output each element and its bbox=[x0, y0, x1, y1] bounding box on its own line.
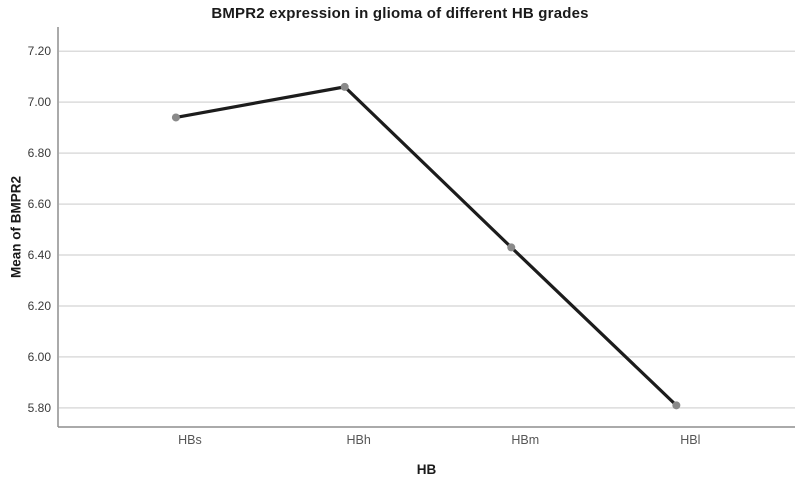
y-tick-label: 6.20 bbox=[28, 299, 52, 313]
data-point-marker bbox=[672, 401, 681, 410]
x-axis-title: HB bbox=[416, 462, 437, 477]
y-tick-label: 7.00 bbox=[28, 95, 52, 109]
chart-title: BMPR2 expression in glioma of different … bbox=[211, 5, 589, 22]
y-tick-label: 7.20 bbox=[28, 44, 52, 58]
data-point-marker bbox=[507, 243, 516, 252]
y-tick-label: 6.40 bbox=[28, 248, 52, 262]
data-point-marker bbox=[171, 113, 180, 122]
y-tick-label: 6.80 bbox=[28, 146, 52, 160]
y-tick-label: 5.80 bbox=[28, 401, 52, 415]
y-tick-label: 6.00 bbox=[28, 350, 52, 364]
x-tick-label: HBm bbox=[511, 433, 539, 447]
data-point-marker bbox=[340, 82, 349, 91]
x-tick-label: HBs bbox=[178, 433, 202, 447]
x-tick-label: HBh bbox=[347, 433, 371, 447]
y-tick-label: 6.60 bbox=[28, 197, 52, 211]
x-tick-label: HBl bbox=[680, 433, 700, 447]
data-line bbox=[175, 85, 678, 407]
